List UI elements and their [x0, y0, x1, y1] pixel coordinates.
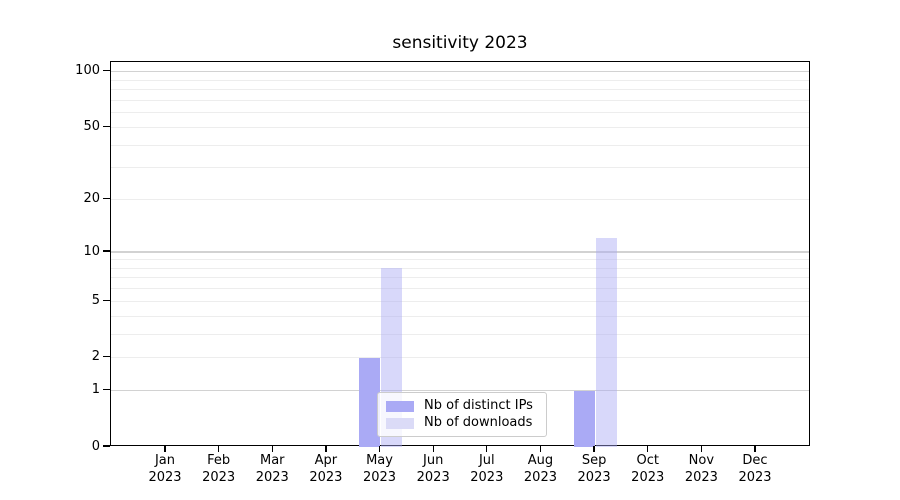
x-tick-month: Jul [478, 453, 495, 468]
y-tick-label: 2 [91, 349, 100, 365]
x-tick-year: 2023 [148, 470, 182, 485]
y-tick-mark [103, 389, 110, 391]
x-tick-year: 2023 [362, 470, 397, 485]
legend-label-distinct-ips: Nb of distinct IPs [424, 398, 533, 413]
x-tick-mark [700, 446, 702, 452]
minor-gridline [111, 144, 809, 146]
minor-gridline [111, 315, 809, 317]
minor-gridline [111, 99, 809, 101]
x-tick-label: Aug 2023 [510, 452, 570, 486]
legend-entry-distinct-ips: Nb of distinct IPs [386, 398, 538, 414]
x-tick-mark [164, 446, 166, 452]
x-tick-month: Oct [636, 453, 659, 468]
bar-distinct-ips [573, 390, 595, 447]
minor-gridline [111, 89, 809, 91]
minor-gridline [111, 288, 809, 290]
x-tick-mark [325, 446, 327, 452]
x-tick-label: May 2023 [350, 452, 410, 486]
y-tick-label: 5 [91, 292, 100, 308]
legend: Nb of distinct IPs Nb of downloads [377, 392, 547, 437]
x-tick-label: Dec 2023 [725, 452, 785, 486]
y-tick-mark [103, 445, 110, 447]
x-tick-year: 2023 [523, 470, 557, 485]
x-tick-month: Apr [314, 453, 338, 468]
x-tick-mark [539, 446, 542, 452]
chart-title: sensitivity 2023 [392, 33, 528, 53]
minor-gridline [111, 259, 809, 261]
y-tick-label: 50 [83, 118, 100, 134]
x-tick-label: Jul 2023 [457, 452, 517, 486]
minor-gridline [111, 167, 809, 169]
minor-gridline [111, 277, 809, 279]
x-tick-month: Jan [154, 453, 176, 468]
x-tick-month: Jun [423, 453, 444, 468]
x-tick-mark [271, 446, 273, 452]
legend-label-downloads: Nb of downloads [424, 415, 533, 430]
x-tick-label: Apr 2023 [296, 452, 356, 486]
minor-gridline [111, 79, 809, 81]
x-tick-year: 2023 [738, 470, 772, 485]
x-tick-label: Jun 2023 [403, 452, 463, 486]
x-tick-label: Oct 2023 [618, 452, 678, 486]
minor-gridline [111, 199, 809, 200]
y-tick-label: 10 [83, 243, 100, 259]
x-tick-year: 2023 [470, 470, 504, 485]
x-tick-year: 2023 [684, 470, 718, 485]
x-tick-label: Jan 2023 [135, 452, 195, 486]
x-tick-month: Sep [581, 453, 607, 468]
x-tick-month: Feb [207, 453, 231, 468]
major-gridline [111, 71, 809, 73]
x-tick-mark [432, 446, 434, 452]
x-tick-year: 2023 [255, 470, 289, 485]
x-tick-label: Sep 2023 [564, 452, 624, 486]
minor-gridline [111, 333, 809, 335]
x-tick-year: 2023 [577, 470, 611, 485]
minor-gridline [111, 357, 809, 359]
legend-entry-downloads: Nb of downloads [386, 415, 538, 431]
bar-downloads [595, 238, 617, 447]
x-tick-month: Nov [688, 453, 715, 468]
x-tick-mark [217, 446, 220, 452]
x-tick-mark [754, 446, 756, 452]
x-tick-year: 2023 [202, 470, 236, 485]
x-tick-year: 2023 [309, 470, 343, 485]
x-tick-label: Nov 2023 [671, 452, 731, 486]
y-tick-mark [103, 197, 110, 200]
y-tick-mark [103, 299, 110, 301]
x-tick-label: Feb 2023 [189, 452, 249, 486]
y-tick-mark [103, 125, 110, 127]
x-tick-year: 2023 [416, 470, 450, 485]
major-gridline [111, 251, 809, 253]
x-tick-mark [486, 446, 488, 452]
y-tick-label: 100 [75, 63, 100, 79]
x-tick-month: Aug [527, 453, 554, 468]
bar-distinct-ips [359, 357, 381, 447]
x-tick-mark [647, 446, 649, 452]
y-tick-label: 20 [83, 191, 100, 206]
y-tick-label: 0 [91, 438, 100, 454]
x-tick-label: Mar 2023 [242, 452, 302, 486]
legend-swatch-downloads-icon [386, 417, 414, 429]
x-tick-month: Dec [742, 453, 768, 468]
x-tick-month: Mar [260, 453, 285, 468]
y-tick-mark [103, 250, 110, 252]
minor-gridline [111, 267, 809, 269]
minor-gridline [111, 112, 809, 114]
x-tick-mark [593, 446, 595, 452]
plot-area [110, 61, 810, 447]
x-tick-year: 2023 [631, 470, 665, 485]
y-tick-label: 1 [91, 382, 100, 398]
minor-gridline [111, 300, 809, 302]
y-tick-mark [103, 356, 110, 358]
minor-gridline [111, 126, 809, 128]
major-gridline [111, 390, 809, 392]
x-tick-mark [378, 446, 381, 452]
x-tick-month: May [366, 453, 393, 468]
legend-swatch-distinct-ips-icon [386, 400, 414, 412]
y-tick-mark [103, 70, 110, 72]
